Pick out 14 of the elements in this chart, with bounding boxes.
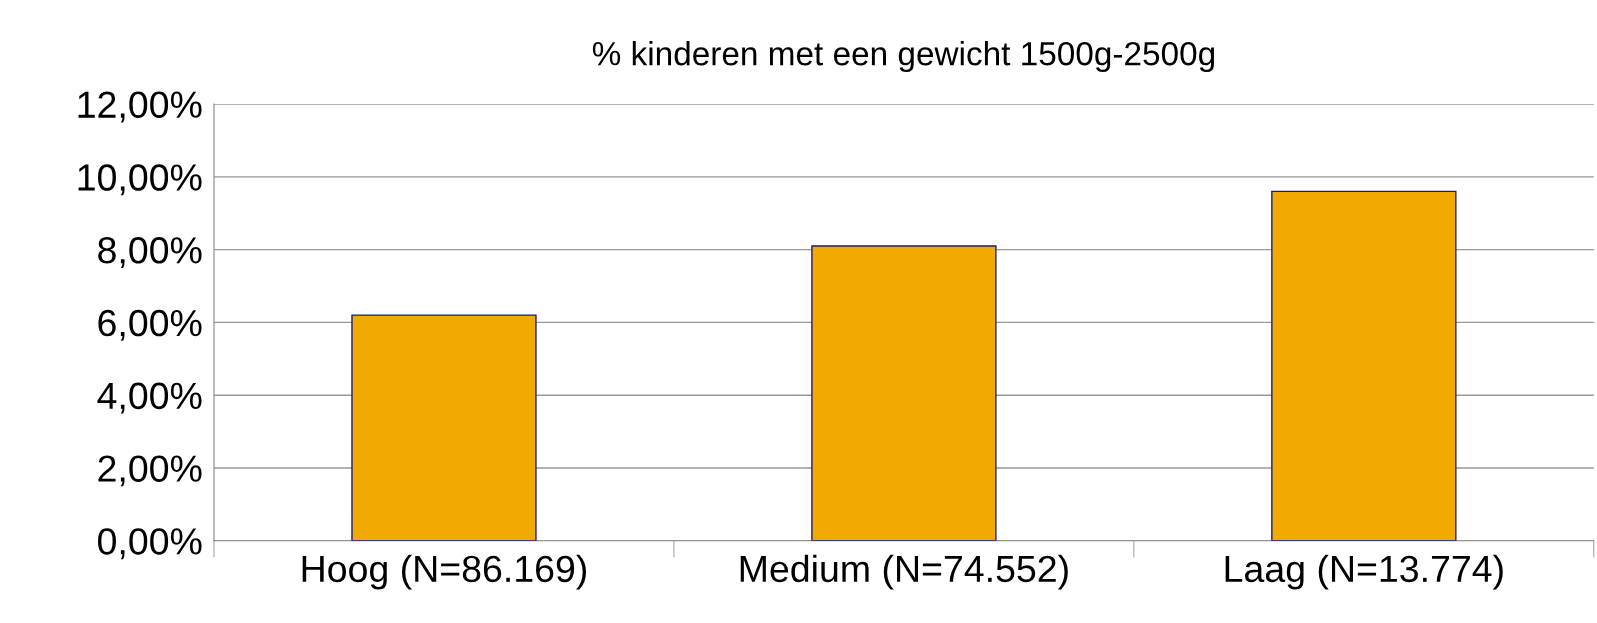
bar xyxy=(1271,190,1457,541)
y-tick-label: 6,00% xyxy=(98,309,202,341)
x-tick-label: Laag (N=13.774) xyxy=(1225,554,1503,590)
y-tick-label: 0,00% xyxy=(98,528,202,560)
bar xyxy=(351,314,537,541)
chart-title: % kinderen met een gewicht 1500g-2500g xyxy=(592,41,1215,73)
x-tick-label: Medium (N=74.552) xyxy=(740,554,1068,590)
y-tick-label: 8,00% xyxy=(98,237,202,268)
bar xyxy=(811,245,997,541)
y-tick-label: 10,00% xyxy=(78,164,202,196)
y-tick-label: 4,00% xyxy=(97,382,202,414)
y-tick-label: 2,00% xyxy=(98,455,202,487)
x-tick-label: Hoog (N=86.169) xyxy=(302,554,587,590)
y-tick-label: 12,00% xyxy=(78,91,202,123)
